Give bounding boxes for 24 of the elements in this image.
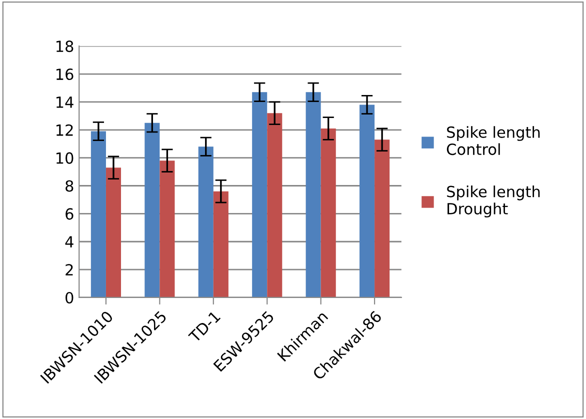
y-tick-label: 16 [56,68,74,80]
bar [306,92,321,298]
legend-label: Spike length Drought [447,186,540,218]
bar [252,92,268,298]
y-tick-label: 6 [66,208,74,220]
y-tick-label: 18 [56,40,74,52]
bar [320,128,336,298]
y-tick-label: 2 [66,264,73,276]
legend-label: Spike length Control [446,126,540,156]
y-tick-label: 8 [66,180,74,192]
bar [90,131,106,298]
bar [360,104,375,298]
bar [267,113,282,298]
bar [106,168,122,298]
bar [198,146,214,298]
bar [213,191,228,298]
bar [160,160,175,298]
bar [374,140,390,298]
y-tick-label: 0 [66,292,74,304]
y-tick-label: 4 [65,236,74,248]
y-tick-label: 12 [56,124,73,136]
y-tick-label: 14 [56,96,74,108]
y-tick-label: 10 [56,152,74,164]
bar [144,122,160,298]
